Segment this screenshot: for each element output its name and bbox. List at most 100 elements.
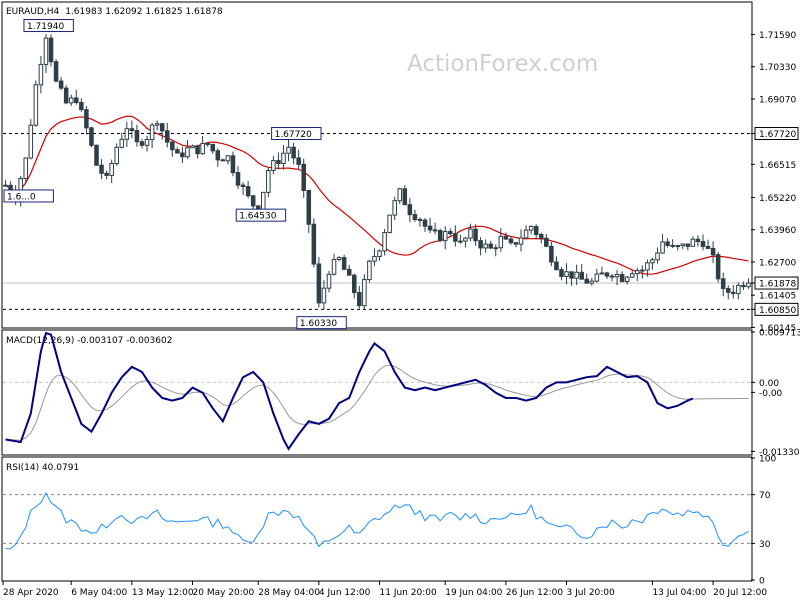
candle-body: [513, 242, 519, 245]
candle-body: [559, 269, 564, 277]
annotation-label-4: 1.6...0: [7, 192, 36, 202]
candle-body: [720, 278, 726, 290]
candle-body: [589, 280, 595, 284]
candle-body: [609, 275, 615, 278]
candle-body: [250, 195, 256, 207]
macd-tick-label: 0.00: [759, 379, 779, 389]
candle-body: [164, 130, 170, 143]
candle-body: [43, 37, 49, 65]
candle-body: [387, 214, 392, 234]
annotation-label-2: 1.64530: [239, 212, 276, 222]
candle-body: [286, 146, 291, 154]
candle-body: [619, 273, 625, 283]
rsi-tick-label: 100: [759, 455, 776, 465]
annotation-label-0: 1.71940: [27, 22, 64, 32]
candle-body: [33, 84, 39, 126]
candle-body: [79, 102, 84, 111]
candle-body: [235, 172, 241, 186]
candle-body: [134, 130, 140, 143]
price-tick-label: 1.63960: [759, 226, 796, 236]
macd-tick-label: 0.009713: [759, 328, 800, 338]
candle-body: [205, 142, 210, 145]
candle-body: [453, 233, 458, 242]
candle-body: [685, 243, 691, 247]
candle-body: [675, 245, 680, 248]
candle-body: [180, 152, 185, 158]
candle-body: [402, 188, 408, 206]
candle-body: [291, 146, 296, 159]
candle-body: [731, 291, 736, 295]
time-tick-label: 20 Jul 12:00: [713, 588, 767, 598]
candle-body: [417, 218, 423, 221]
candle-body: [377, 250, 382, 257]
price-label-box: [754, 127, 799, 141]
time-tick-label: 28 Apr 2020: [3, 588, 59, 598]
candle-body: [306, 189, 312, 225]
candle-body: [432, 229, 438, 232]
candle-body: [523, 229, 529, 239]
candle-body: [326, 273, 332, 289]
candle-body: [195, 145, 200, 155]
price-tick-label: 1.67720: [759, 130, 796, 140]
annotation-box-3: [296, 316, 347, 330]
ohlc-label: 1.61983 1.62092 1.61825 1.61878: [65, 7, 223, 17]
candle-body: [655, 252, 660, 261]
candle-body: [351, 274, 357, 294]
candle-body: [645, 262, 650, 271]
price-tick-label: 1.65220: [759, 194, 796, 204]
candle-body: [741, 284, 746, 288]
price-panel-title: EURAUD,H4 1.61983 1.62092 1.61825 1.61878: [6, 7, 223, 17]
candle-body: [215, 150, 221, 161]
candle-body: [468, 228, 473, 239]
moving-average-layer: [5, 115, 749, 275]
candle-body: [159, 123, 165, 132]
candle-body: [200, 142, 205, 155]
annotation-box-2: [235, 208, 287, 222]
candle-body: [38, 63, 44, 86]
price-tick-label: 1.69070: [759, 95, 796, 105]
candle-body: [109, 163, 114, 176]
macd-tick-label: -0.013302: [759, 448, 800, 458]
candle-body: [584, 278, 590, 284]
candles-layer: [3, 34, 751, 310]
candle-body: [554, 261, 559, 271]
candle-body: [144, 139, 150, 146]
price-axis: 1.71590 1.70330 1.69070 1.67720 1.66515 1.652…: [751, 31, 799, 334]
candle-body: [725, 288, 731, 293]
candle-body: [715, 254, 721, 280]
candle-body: [508, 238, 514, 244]
candle-body: [478, 240, 483, 249]
price-tick-label: 1.61405: [759, 292, 796, 302]
candle-body: [680, 243, 686, 247]
candle-body: [427, 225, 433, 231]
price-tick-label: 1.66515: [759, 161, 796, 171]
candle-body: [700, 241, 706, 247]
price-label-box: [754, 302, 799, 316]
candle-body: [640, 269, 645, 272]
candle-body: [412, 214, 418, 220]
macd-panel-title: MACD(12,26,9) -0.003107 -0.003602: [6, 336, 172, 346]
candle-body: [58, 80, 64, 89]
candle-body: [84, 109, 89, 129]
candle-body: [665, 241, 670, 246]
candle-body: [493, 247, 499, 250]
candle-body: [114, 146, 119, 165]
candle-body: [170, 141, 175, 151]
candle-body: [281, 152, 286, 165]
candle-body: [119, 138, 125, 148]
price-tick-label: 1.71590: [759, 31, 796, 41]
candle-body: [574, 271, 579, 279]
rsi-line: [5, 491, 749, 550]
rsi-tick-label: 30: [759, 540, 771, 550]
moving-average-line: [5, 115, 749, 275]
rsi-tick-label: 0: [759, 577, 765, 587]
candle-body: [341, 257, 347, 270]
time-tick-label: 6 May 04:00: [71, 588, 127, 598]
macd-signal-line: [5, 364, 749, 441]
candle-body: [442, 231, 448, 242]
symbol-label: EURAUD,H4: [6, 7, 59, 17]
price-level-lines: [3, 133, 751, 310]
candle-body: [705, 245, 711, 249]
price-annotations: 1.71940 1.67720 1.64530 1.60330 1.6...0: [3, 19, 347, 330]
